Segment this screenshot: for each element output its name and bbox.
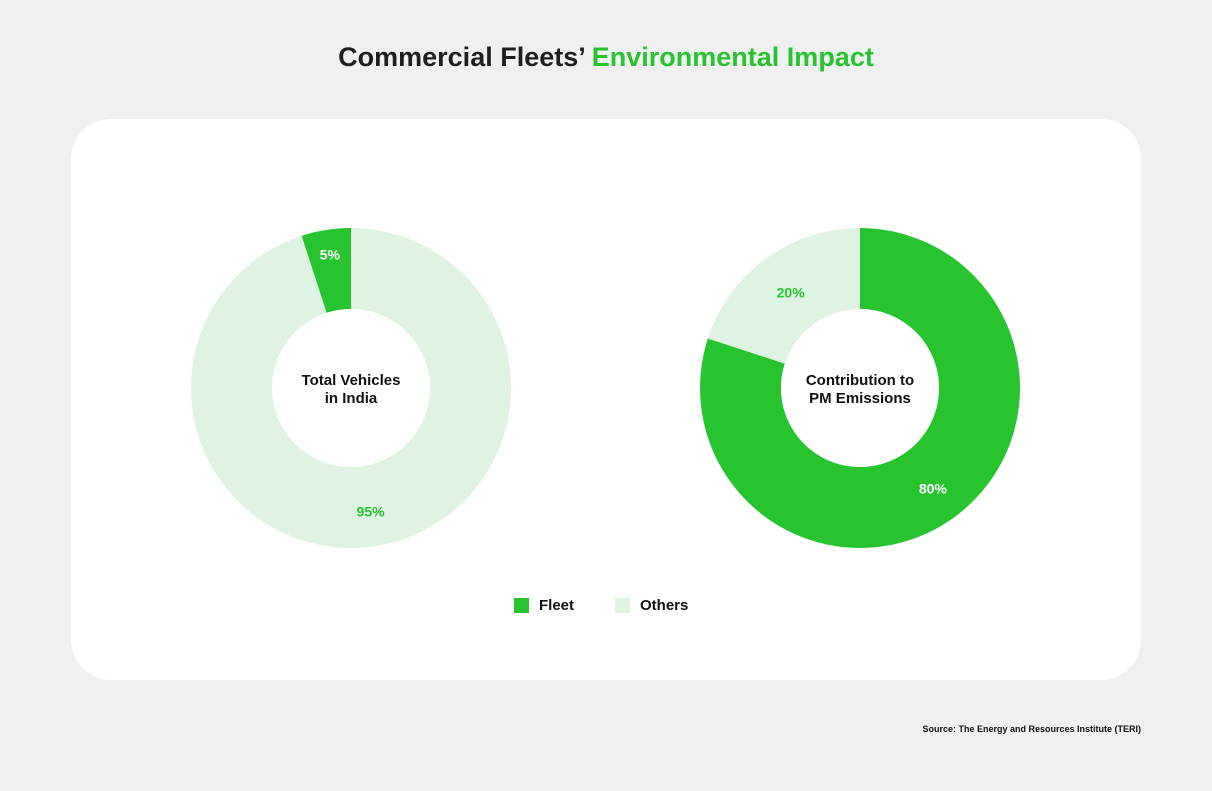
slice-others xyxy=(707,228,860,364)
slice-others xyxy=(191,228,512,549)
donut-hole xyxy=(781,309,939,467)
center-label-line: Contribution to xyxy=(806,372,914,389)
donut-hole xyxy=(272,309,430,467)
slice-fleet xyxy=(301,228,351,313)
legend-label-fleet: Fleet xyxy=(539,597,575,614)
source-note: Source: The Energy and Resources Institu… xyxy=(922,724,1141,734)
chart-title: Commercial Fleets’ Environmental Impact xyxy=(0,42,1212,73)
legend-swatch-fleet xyxy=(514,598,529,613)
legend-swatch-others xyxy=(615,598,631,613)
legend: Fleet Others xyxy=(514,597,729,614)
data-label-others: 20% xyxy=(777,285,806,301)
legend-label-others: Others xyxy=(640,597,689,614)
title-accent: Environmental Impact xyxy=(591,42,874,72)
data-label-others: 95% xyxy=(357,503,386,519)
data-label-fleet: 5% xyxy=(320,247,341,263)
center-label-line: PM Emissions xyxy=(809,390,911,407)
center-label-line: Total Vehicles xyxy=(302,372,401,389)
data-label-fleet: 80% xyxy=(919,480,948,496)
slice-fleet xyxy=(699,228,1020,549)
legend-item-others: Others xyxy=(615,597,688,614)
center-label-line: in India xyxy=(325,390,378,407)
title-prefix: Commercial Fleets’ xyxy=(338,42,592,72)
legend-item-fleet: Fleet xyxy=(514,597,574,614)
